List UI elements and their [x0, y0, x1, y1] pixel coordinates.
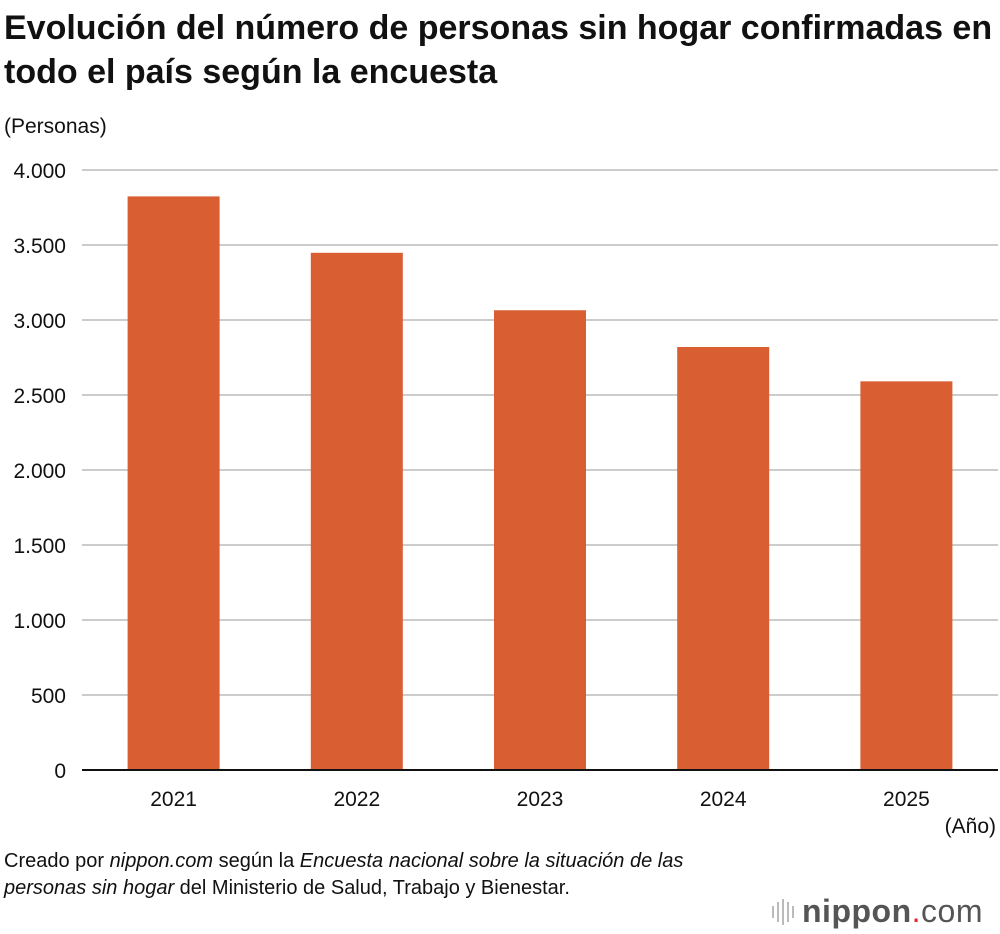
y-tick-label: 2.000 [13, 460, 66, 483]
x-tick-label: 2024 [700, 788, 747, 811]
y-tick-label: 1.000 [13, 610, 66, 633]
bar-2024 [677, 347, 770, 770]
source-note: Creado por nippon.com según la Encuesta … [4, 848, 764, 902]
y-tick-label: 1.500 [13, 535, 66, 558]
y-tick-label: 3.500 [13, 235, 66, 258]
logo-sound-icon [772, 898, 794, 925]
y-tick-label: 4.000 [13, 160, 66, 183]
logo-wordmark: nippon.com [802, 893, 983, 929]
x-tick-label: 2023 [517, 788, 564, 811]
x-tick-label: 2021 [150, 788, 197, 811]
source-mid: según la [213, 850, 300, 872]
y-axis-label: (Personas) [4, 115, 107, 138]
bar-2025 [860, 381, 953, 770]
nippon-logo: nippon.com [772, 893, 983, 930]
x-tick-label: 2022 [333, 788, 380, 811]
bar-2022 [310, 252, 403, 771]
y-tick-label: 500 [31, 685, 66, 708]
y-tick-label: 2.500 [13, 385, 66, 408]
y-tick-label: 0 [54, 760, 66, 783]
bar-2021 [127, 196, 220, 770]
chart-title: Evolución del número de personas sin hog… [4, 9, 993, 91]
x-tick-label: 2025 [883, 788, 930, 811]
x-axis-label: (Año) [944, 815, 996, 838]
source-site: nippon.com [109, 850, 214, 872]
bar-2023 [494, 310, 586, 770]
source-suffix: del Ministerio de Salud, Trabajo y Biene… [174, 877, 570, 899]
source-survey: Encuesta nacional sobre la situación de … [4, 850, 684, 899]
y-tick-label: 3.000 [13, 310, 66, 333]
source-prefix: Creado por [4, 850, 110, 872]
